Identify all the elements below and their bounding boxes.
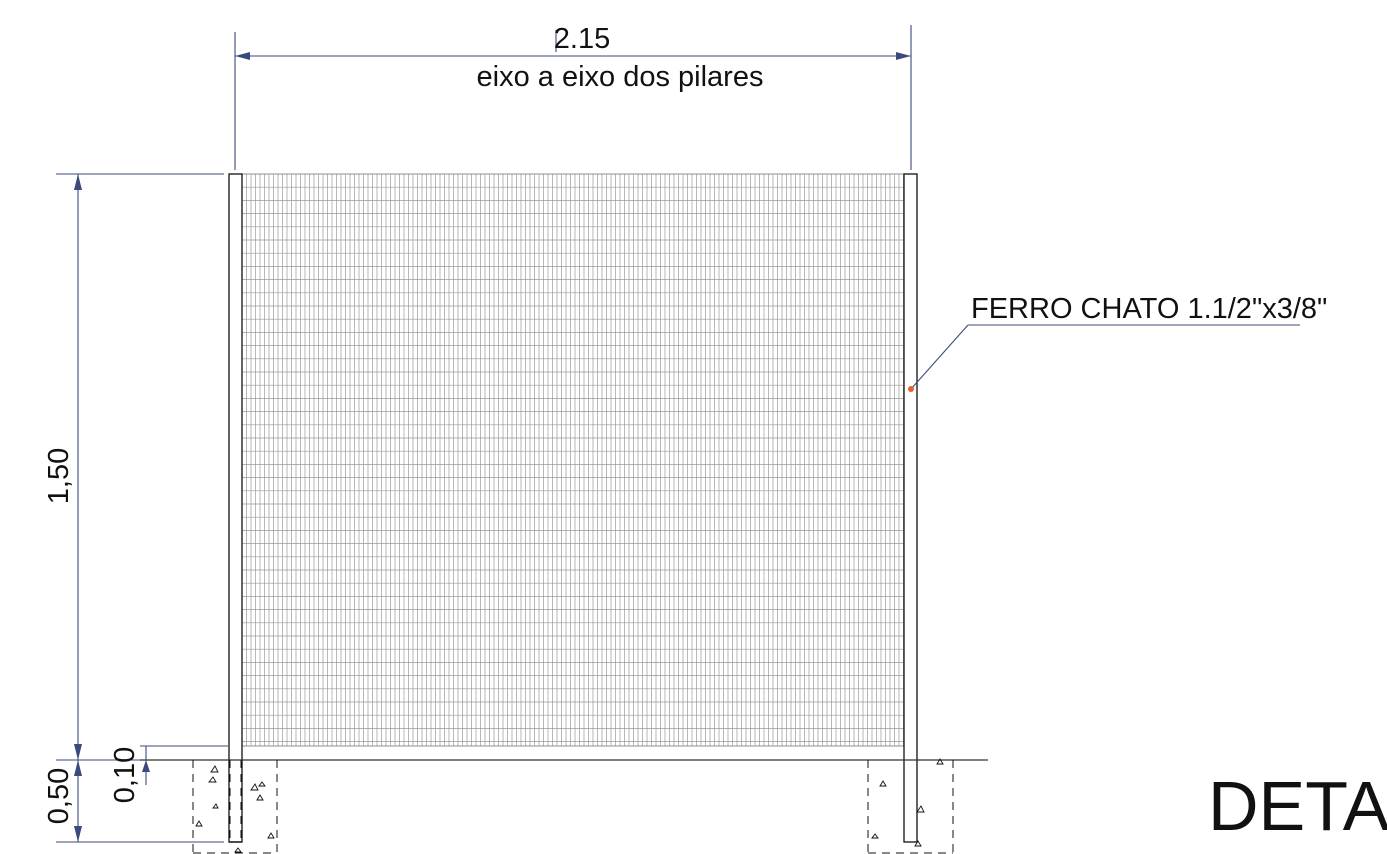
leader-dot	[908, 386, 914, 392]
height-dimension	[56, 174, 224, 760]
left-pillar	[229, 174, 242, 842]
material-label: FERRO CHATO 1.1/2"x3/8"	[971, 293, 1327, 325]
wire-mesh-panel	[242, 174, 904, 746]
height-value: 1,50	[43, 448, 75, 504]
base-gap: 0,10	[109, 747, 141, 803]
material-leader	[908, 325, 1300, 392]
width-note: eixo a eixo dos pilares	[477, 61, 764, 93]
mesh-grid-lines	[242, 174, 904, 746]
foundation-depth: 0,50	[43, 768, 75, 824]
concrete-aggregate-marks	[196, 759, 943, 852]
right-pillar	[904, 174, 917, 842]
detail-title: DETA	[1208, 767, 1387, 845]
width-value: 2.15	[554, 23, 610, 55]
